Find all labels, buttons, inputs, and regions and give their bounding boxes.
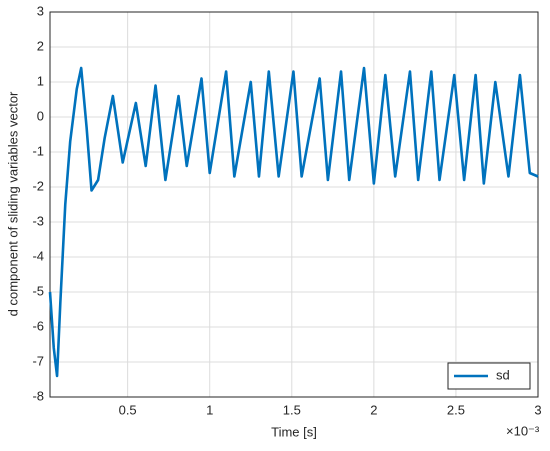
x-axis-label: Time [s] (271, 424, 317, 439)
x-tick-label: 2.5 (447, 402, 465, 417)
y-tick-label: -4 (32, 248, 44, 263)
x-tick-label: 2 (370, 402, 377, 417)
x-exponent-label: ×10⁻³ (506, 423, 540, 438)
y-tick-label: -8 (32, 388, 44, 403)
y-axis-label: d component of sliding variables vector (5, 91, 20, 316)
y-tick-label: -2 (32, 178, 44, 193)
y-tick-label: -7 (32, 353, 44, 368)
x-tick-label: 3 (534, 402, 541, 417)
y-tick-label: 0 (37, 108, 44, 123)
y-tick-label: 1 (37, 73, 44, 88)
x-tick-label: 0.5 (119, 402, 137, 417)
y-tick-label: -6 (32, 318, 44, 333)
x-tick-label: 1.5 (283, 402, 301, 417)
x-tick-label: 1 (206, 402, 213, 417)
y-tick-label: -3 (32, 213, 44, 228)
data-line (48, 66, 539, 378)
y-tick-label: 2 (37, 38, 44, 53)
y-tick-label: -1 (32, 143, 44, 158)
plot-frame (49, 11, 539, 398)
y-tick-label: -5 (32, 283, 44, 298)
legend-label: sd (496, 367, 510, 382)
y-tick-label: 3 (37, 3, 44, 18)
